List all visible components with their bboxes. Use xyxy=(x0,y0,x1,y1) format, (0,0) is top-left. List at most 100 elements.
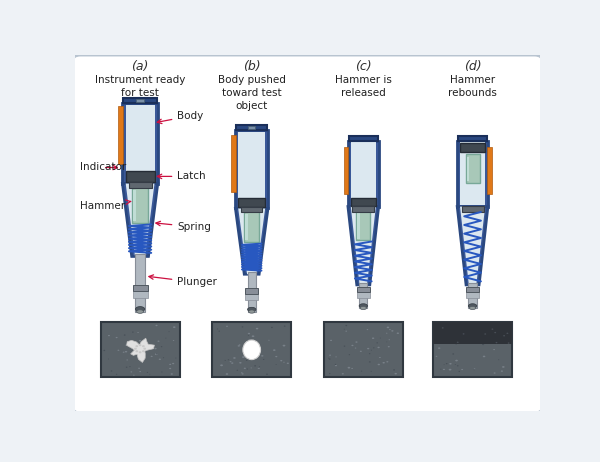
Ellipse shape xyxy=(275,364,277,365)
Ellipse shape xyxy=(496,342,497,343)
Ellipse shape xyxy=(116,337,118,338)
Ellipse shape xyxy=(239,344,241,346)
Ellipse shape xyxy=(142,345,145,347)
Ellipse shape xyxy=(367,348,370,349)
Ellipse shape xyxy=(170,373,173,375)
Ellipse shape xyxy=(503,335,505,336)
Ellipse shape xyxy=(371,350,372,351)
Ellipse shape xyxy=(466,325,468,326)
Text: (a): (a) xyxy=(131,60,149,73)
Bar xyxy=(433,322,512,377)
Ellipse shape xyxy=(443,369,445,370)
Ellipse shape xyxy=(266,373,268,375)
Ellipse shape xyxy=(458,371,460,372)
Ellipse shape xyxy=(500,331,502,332)
Ellipse shape xyxy=(449,369,451,371)
Ellipse shape xyxy=(163,357,164,358)
Ellipse shape xyxy=(218,331,220,332)
Bar xyxy=(125,171,155,182)
Ellipse shape xyxy=(335,365,337,366)
Ellipse shape xyxy=(284,326,286,327)
Ellipse shape xyxy=(133,352,135,353)
Ellipse shape xyxy=(395,373,397,375)
Ellipse shape xyxy=(244,368,246,369)
Bar xyxy=(238,198,265,207)
Ellipse shape xyxy=(228,359,229,360)
Ellipse shape xyxy=(256,328,259,329)
Ellipse shape xyxy=(226,373,228,375)
Ellipse shape xyxy=(147,372,148,373)
Ellipse shape xyxy=(380,338,381,339)
Ellipse shape xyxy=(347,367,350,369)
Ellipse shape xyxy=(137,332,139,333)
Bar xyxy=(487,147,492,194)
Ellipse shape xyxy=(502,366,505,368)
Ellipse shape xyxy=(329,359,331,360)
Ellipse shape xyxy=(457,335,458,336)
Ellipse shape xyxy=(271,327,273,328)
Ellipse shape xyxy=(130,371,132,372)
Ellipse shape xyxy=(498,359,499,360)
Polygon shape xyxy=(235,208,268,274)
Bar xyxy=(118,105,123,164)
Ellipse shape xyxy=(248,333,250,334)
Ellipse shape xyxy=(371,371,372,372)
Ellipse shape xyxy=(360,306,367,310)
Ellipse shape xyxy=(440,338,443,340)
Ellipse shape xyxy=(151,356,152,357)
Bar xyxy=(357,208,359,239)
Ellipse shape xyxy=(169,368,171,369)
Ellipse shape xyxy=(492,327,493,328)
Ellipse shape xyxy=(369,353,370,354)
Ellipse shape xyxy=(391,330,394,332)
Bar xyxy=(133,290,148,298)
Ellipse shape xyxy=(157,340,160,342)
Ellipse shape xyxy=(455,343,457,345)
Bar xyxy=(359,283,367,308)
Ellipse shape xyxy=(238,345,240,346)
Ellipse shape xyxy=(389,329,391,330)
Ellipse shape xyxy=(455,360,458,361)
Bar xyxy=(352,206,374,212)
Ellipse shape xyxy=(491,331,493,332)
Bar xyxy=(324,322,403,377)
Polygon shape xyxy=(127,338,154,363)
Ellipse shape xyxy=(236,370,238,371)
Ellipse shape xyxy=(494,372,496,374)
Ellipse shape xyxy=(239,362,242,364)
Ellipse shape xyxy=(127,359,128,360)
Bar xyxy=(433,322,512,344)
Bar xyxy=(125,105,155,182)
Bar xyxy=(128,182,152,188)
Ellipse shape xyxy=(351,368,353,369)
Ellipse shape xyxy=(455,364,456,365)
Ellipse shape xyxy=(118,350,119,351)
Text: Latch: Latch xyxy=(157,171,206,182)
Text: Instrument ready
for test: Instrument ready for test xyxy=(95,75,185,98)
Ellipse shape xyxy=(149,374,151,375)
Ellipse shape xyxy=(248,335,249,336)
Ellipse shape xyxy=(377,346,380,348)
Ellipse shape xyxy=(136,350,138,353)
Ellipse shape xyxy=(355,347,356,349)
Ellipse shape xyxy=(386,327,389,328)
Polygon shape xyxy=(122,183,158,256)
Ellipse shape xyxy=(329,354,331,356)
Ellipse shape xyxy=(457,365,458,366)
Ellipse shape xyxy=(469,304,477,308)
Bar xyxy=(241,207,262,212)
Ellipse shape xyxy=(442,327,443,328)
Ellipse shape xyxy=(139,351,142,353)
Ellipse shape xyxy=(138,368,140,369)
Ellipse shape xyxy=(283,345,286,346)
Ellipse shape xyxy=(173,326,176,328)
Ellipse shape xyxy=(448,336,449,337)
Ellipse shape xyxy=(231,362,233,364)
Ellipse shape xyxy=(465,324,466,325)
Ellipse shape xyxy=(437,340,440,341)
Bar xyxy=(245,288,259,294)
Ellipse shape xyxy=(173,340,174,341)
Ellipse shape xyxy=(126,366,127,368)
Ellipse shape xyxy=(251,367,252,368)
Ellipse shape xyxy=(330,340,332,341)
